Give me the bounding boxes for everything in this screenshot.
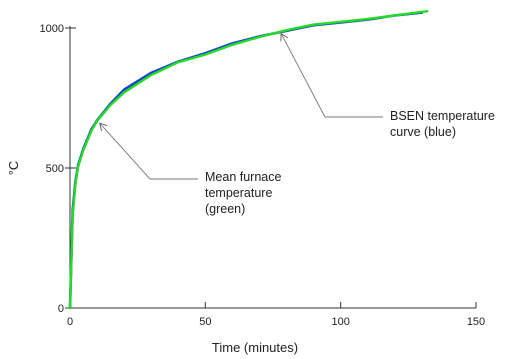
annotation-text-1: BSEN temperature curve (blue): [390, 109, 495, 139]
series-line-2: [68, 9, 429, 310]
y-tick-label: 0: [58, 303, 64, 315]
annotation-line: temperature: [205, 186, 272, 200]
annotation-leader-1: [281, 34, 383, 118]
axes: [69, 26, 476, 309]
annotation-line: curve (blue): [390, 125, 456, 139]
x-tick-label: 0: [67, 316, 73, 328]
y-tick-label: 1000: [40, 23, 64, 35]
annotation-line: Mean furnace: [205, 170, 281, 184]
y-tick-label: 500: [46, 163, 64, 175]
x-axis-label: Time (minutes): [212, 340, 298, 355]
x-tick-label: 50: [199, 316, 211, 328]
annotation-text-2: Mean furnace temperature (green): [205, 170, 281, 216]
annotation-line: BSEN temperature: [390, 109, 495, 123]
ticks: 0 50 100 150 0 500 1000: [40, 23, 486, 328]
annotation-leader-2: [100, 123, 198, 180]
annotation-line: (green): [205, 202, 245, 216]
y-axis-label: °C: [6, 161, 21, 176]
annotations: BSEN temperature curve (blue) Mean furnace…: [100, 34, 495, 216]
x-tick-label: 100: [331, 316, 349, 328]
x-tick-label: 150: [467, 316, 485, 328]
series-line-1: [68, 11, 424, 310]
series: [68, 9, 429, 310]
